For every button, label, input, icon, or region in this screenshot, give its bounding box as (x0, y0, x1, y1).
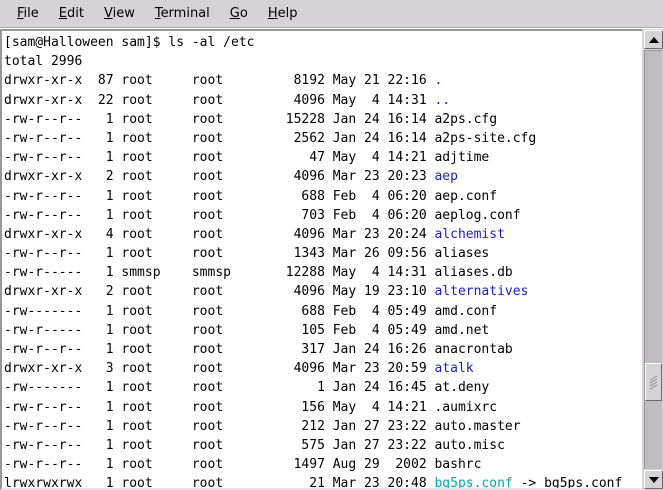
ls-entry-name: aliases.db (434, 265, 513, 281)
terminal-listing-row: -rw-r--r-- 1 root root 2562 Jan 24 16:14… (4, 129, 622, 148)
grip-lines-icon (649, 375, 658, 390)
terminal-listing-row: -rw-r--r-- 1 root root 1497 Aug 29 2002 … (4, 455, 622, 474)
terminal-total-line: total 2996 (4, 52, 622, 71)
ls-total: total 2996 (4, 54, 83, 70)
ls-symlink-arrow: -> (512, 476, 545, 490)
ls-row-meta: drwxr-xr-x 3 root root 4096 Mar 23 20:59 (4, 361, 435, 377)
ls-entry-name: a2ps-site.cfg (434, 130, 537, 146)
ls-row-meta: lrwxrwxrwx 1 root root 21 Mar 23 20:48 (4, 476, 435, 490)
menu-bar: File Edit View Terminal Go Help (0, 0, 663, 28)
terminal-listing-row: drwxr-xr-x 4 root root 4096 Mar 23 20:24… (4, 225, 622, 244)
vertical-scrollbar[interactable] (642, 29, 663, 490)
menu-item-file[interactable]: File (17, 5, 39, 21)
ls-row-meta: -rw-r--r-- 1 root root 2562 Jan 24 16:14 (4, 130, 435, 146)
terminal-listing-row: -rw-r--r-- 1 root root 1343 Mar 26 09:56… (4, 244, 622, 263)
terminal-listing-row: -rw-r--r-- 1 root root 15228 Jan 24 16:1… (4, 110, 622, 129)
shell-command: ls -al /etc (168, 35, 255, 50)
ls-row-meta: -rw-r--r-- 1 root root 47 May 4 14:21 (4, 150, 435, 166)
terminal-viewport[interactable]: [sam@Halloween sam]$ ls -al /etc total 29… (0, 29, 642, 490)
menu-item-view[interactable]: View (103, 5, 135, 21)
terminal-listing-row: -rw-r--r-- 1 root root 317 Jan 24 16:26 … (4, 340, 622, 359)
ls-entry-name: amd.net (434, 322, 490, 338)
terminal-listing-row: -rw-r----- 1 root root 105 Feb 4 05:49 a… (4, 321, 622, 340)
ls-row-meta: drwxr-xr-x 2 root root 4096 May 19 23:10 (4, 284, 435, 300)
shell-prompt: [sam@Halloween sam]$ (4, 35, 169, 50)
ls-entry-name: a2ps.cfg (434, 111, 498, 127)
terminal-listing-row: lrwxrwxrwx 1 root root 21 Mar 23 20:48 b… (4, 474, 623, 490)
ls-row-meta: -rw-r--r-- 1 root root 703 Feb 4 06:20 (4, 207, 435, 223)
ls-entry-name: aliases (434, 246, 490, 262)
ls-entry-name: alternatives (434, 284, 529, 300)
ls-row-meta: drwxr-xr-x 2 root root 4096 Mar 23 20:23 (4, 169, 435, 185)
terminal-listing-row: drwxr-xr-x 22 root root 4096 May 4 14:31… (4, 91, 622, 110)
ls-entry-name: adjtime (434, 150, 490, 166)
terminal-listing-row: drwxr-xr-x 87 root root 8192 May 21 22:1… (4, 71, 622, 90)
menu-item-terminal[interactable]: Terminal (154, 5, 210, 21)
ls-row-meta: -rw-r--r-- 1 root root 156 May 4 14:21 (4, 399, 435, 415)
ls-row-meta: drwxr-xr-x 22 root root 4096 May 4 14:31 (4, 92, 435, 108)
terminal-area: [sam@Halloween sam]$ ls -al /etc total 29… (0, 28, 663, 490)
terminal-listing-row: -rw-r--r-- 1 root root 156 May 4 14:21 .… (4, 398, 622, 417)
ls-row-meta: -rw-r--r-- 1 root root 688 Feb 4 06:20 (4, 188, 435, 204)
ls-entry-name: aep (434, 169, 458, 185)
terminal-listing-row: -rw-r--r-- 1 root root 703 Feb 4 06:20 a… (4, 206, 622, 225)
ls-entry-name: at.deny (434, 380, 490, 396)
ls-symlink-target: bg5ps.conf (544, 476, 623, 490)
ls-row-meta: drwxr-xr-x 87 root root 8192 May 21 22:1… (4, 73, 435, 89)
ls-entry-name: auto.misc (434, 437, 505, 453)
terminal-listing-row: -rw------- 1 root root 1 Jan 24 16:45 at… (4, 378, 622, 397)
terminal-listing-row: -rw-r----- 1 smmsp smmsp 12288 May 4 14:… (4, 263, 622, 282)
terminal-listing-row: drwxr-xr-x 2 root root 4096 Mar 23 20:23… (4, 167, 622, 186)
terminal-prompt-line: [sam@Halloween sam]$ ls -al /etc (4, 33, 622, 52)
terminal-screen[interactable]: [sam@Halloween sam]$ ls -al /etc total 29… (2, 31, 623, 490)
ls-entry-name: alchemist (434, 226, 505, 242)
ls-row-meta: -rw------- 1 root root 1 Jan 24 16:45 (4, 380, 435, 396)
terminal-listing-row: drwxr-xr-x 3 root root 4096 Mar 23 20:59… (4, 359, 622, 378)
ls-row-meta: -rw------- 1 root root 688 Feb 4 05:49 (4, 303, 435, 319)
terminal-listing-row: -rw-r--r-- 1 root root 688 Feb 4 06:20 a… (4, 187, 622, 206)
ls-row-meta: -rw-r--r-- 1 root root 212 Jan 27 23:22 (4, 418, 435, 434)
ls-entry-name: anacrontab (434, 342, 513, 357)
ls-row-meta: -rw-r--r-- 1 root root 1343 Mar 26 09:56 (4, 246, 435, 262)
menu-item-help[interactable]: Help (267, 5, 298, 21)
terminal-listing-row: -rw------- 1 root root 688 Feb 4 05:49 a… (4, 302, 622, 321)
terminal-listing-row: -rw-r--r-- 1 root root 47 May 4 14:21 ad… (4, 148, 622, 167)
ls-entry-name: auto.master (434, 418, 521, 434)
ls-entry-name: atalk (434, 361, 474, 377)
scrollbar-thumb[interactable] (645, 363, 662, 401)
ls-row-meta: -rw-r--r-- 1 root root 1497 Aug 29 2002 (4, 457, 435, 473)
scroll-up-arrow-icon (648, 36, 659, 43)
menu-item-edit[interactable]: Edit (58, 5, 84, 21)
scroll-up-button[interactable] (644, 30, 663, 49)
ls-row-meta: -rw-r--r-- 1 root root 317 Jan 24 16:26 (4, 342, 435, 357)
ls-row-meta: -rw-r--r-- 1 root root 575 Jan 27 23:22 (4, 437, 435, 453)
ls-entry-name: . (434, 73, 443, 89)
ls-entry-name: bg5ps.conf (434, 476, 513, 490)
scroll-down-arrow-icon (648, 476, 659, 483)
ls-entry-name: .. (434, 92, 451, 108)
ls-row-meta: drwxr-xr-x 4 root root 4096 Mar 23 20:24 (4, 226, 435, 242)
menu-item-go[interactable]: Go (229, 5, 248, 21)
ls-entry-name: bashrc (434, 457, 482, 473)
terminal-listing-row: -rw-r--r-- 1 root root 575 Jan 27 23:22 … (4, 436, 622, 455)
ls-row-meta: -rw-r--r-- 1 root root 15228 Jan 24 16:1… (4, 111, 435, 127)
ls-entry-name: aeplog.conf (434, 207, 521, 223)
ls-entry-name: aep.conf (434, 188, 498, 204)
scrollbar-trough[interactable] (644, 50, 662, 469)
ls-entry-name: .aumixrc (434, 399, 498, 415)
terminal-listing-row: -rw-r--r-- 1 root root 212 Jan 27 23:22 … (4, 417, 622, 436)
terminal-listing-row: drwxr-xr-x 2 root root 4096 May 19 23:10… (4, 282, 622, 301)
ls-row-meta: -rw-r----- 1 root root 105 Feb 4 05:49 (4, 322, 435, 338)
scroll-down-button[interactable] (644, 470, 663, 489)
ls-entry-name: amd.conf (434, 303, 498, 319)
ls-row-meta: -rw-r----- 1 smmsp smmsp 12288 May 4 14:… (4, 265, 435, 281)
